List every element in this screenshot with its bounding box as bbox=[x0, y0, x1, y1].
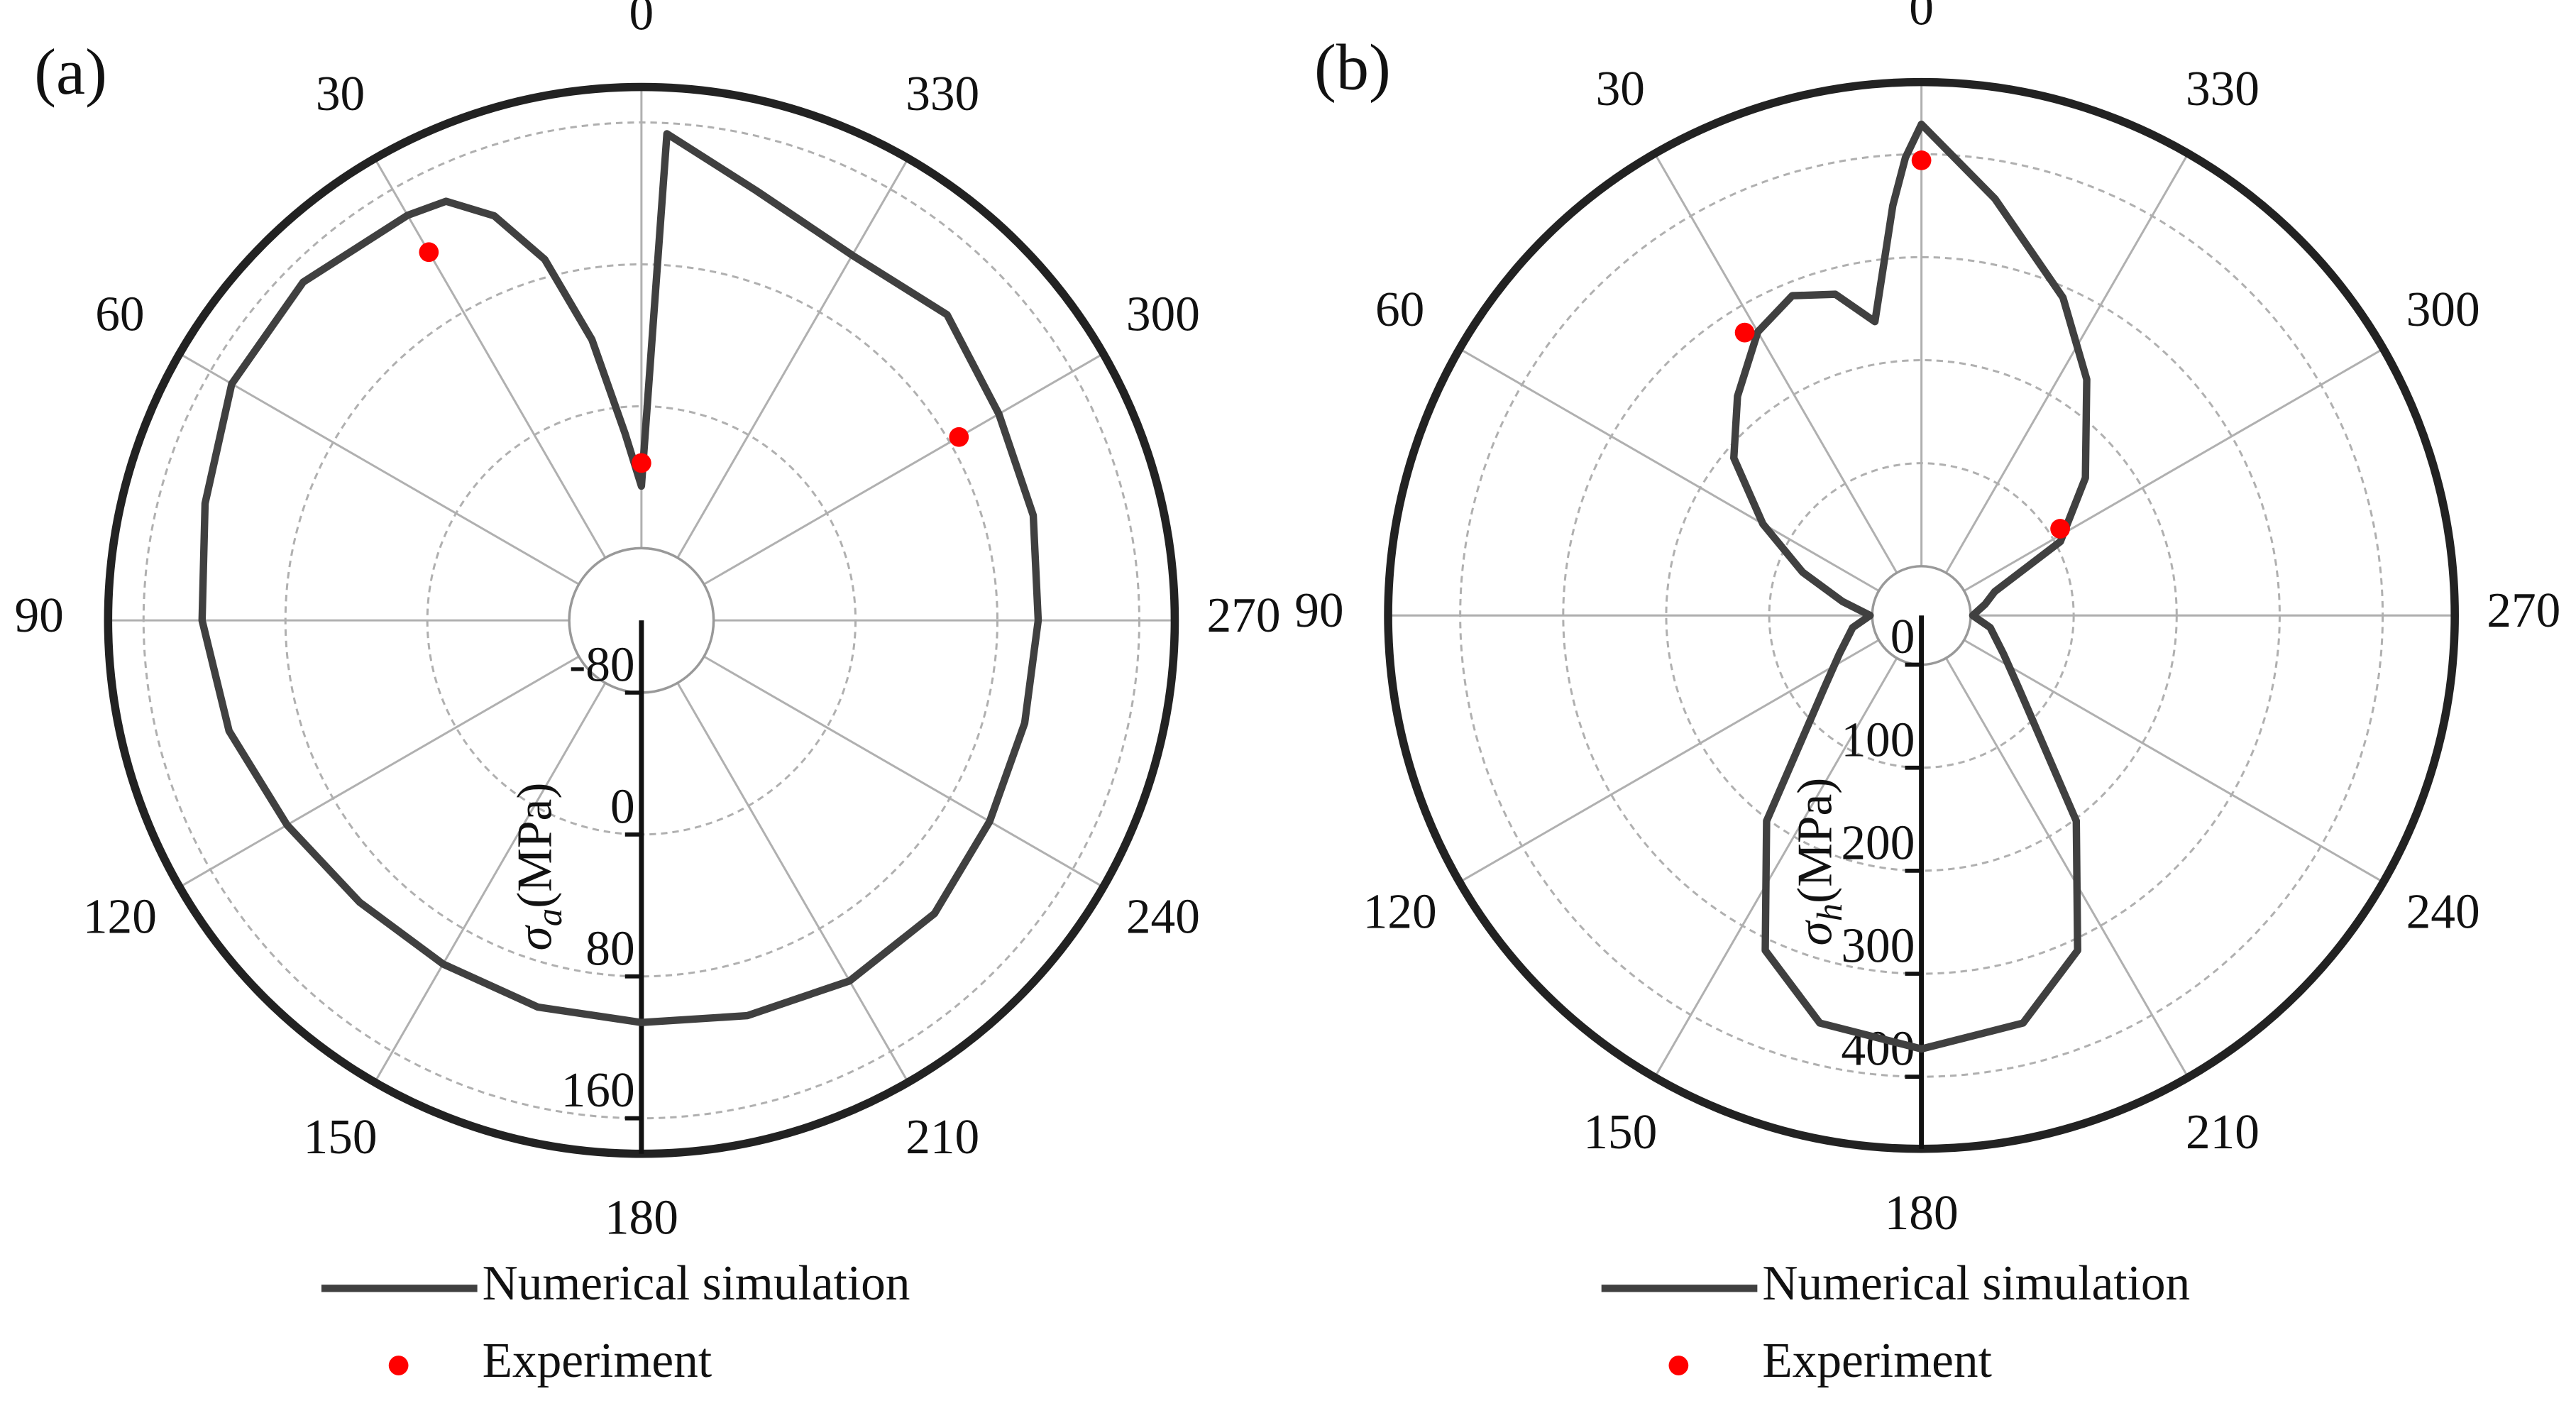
angle-tick-label: 330 bbox=[2186, 62, 2259, 116]
experiment-point bbox=[949, 427, 969, 447]
angle-tick-label: 270 bbox=[1207, 588, 1281, 643]
angle-tick-label: 210 bbox=[906, 1110, 979, 1165]
experiment-point bbox=[419, 242, 439, 263]
panel-label: (b) bbox=[1314, 31, 1391, 104]
angle-tick-label: 0 bbox=[629, 0, 654, 40]
angle-tick-label: 180 bbox=[605, 1191, 678, 1246]
angle-tick-label: 240 bbox=[2406, 884, 2480, 939]
angular-grid-line bbox=[703, 353, 1104, 586]
angle-tick-label: 90 bbox=[1294, 583, 1343, 638]
angular-grid-line bbox=[1653, 153, 1898, 573]
angular-grid-line bbox=[1459, 348, 1880, 592]
radial-tick-label: 200 bbox=[1841, 815, 1915, 870]
radial-axis-title: σa(MPa) bbox=[507, 783, 569, 951]
legend-label: Experiment bbox=[483, 1334, 712, 1388]
angular-grid-line bbox=[179, 353, 580, 586]
radial-unit: (MPa) bbox=[1788, 778, 1842, 903]
angle-tick-label: 30 bbox=[316, 67, 365, 121]
angle-tick-label: 210 bbox=[2186, 1105, 2259, 1160]
angle-tick-label: 300 bbox=[1126, 287, 1200, 342]
angular-grid-line bbox=[1963, 639, 2384, 884]
radial-subscript: h bbox=[1810, 903, 1849, 921]
angle-tick-label: 60 bbox=[1375, 282, 1424, 337]
angle-tick-label: 270 bbox=[2487, 583, 2560, 638]
radial-symbol: σ bbox=[507, 924, 562, 950]
angle-tick-label: 90 bbox=[15, 588, 64, 643]
angular-grid-line bbox=[373, 158, 607, 559]
angular-grid-line bbox=[676, 158, 909, 559]
angle-tick-label: 0 bbox=[1909, 0, 1934, 35]
angular-grid-line bbox=[703, 655, 1104, 889]
angular-grid-line bbox=[1945, 657, 2189, 1078]
radial-tick-label: 160 bbox=[561, 1063, 635, 1118]
angle-tick-label: 180 bbox=[1885, 1186, 1959, 1241]
angle-tick-label: 120 bbox=[1363, 884, 1437, 939]
angular-grid-line bbox=[1653, 657, 1898, 1078]
radial-grid-circle bbox=[284, 263, 999, 978]
radial-tick-label: 300 bbox=[1841, 919, 1915, 974]
radial-grid-circle bbox=[1768, 462, 2075, 769]
legend-label: Numerical simulation bbox=[1762, 1256, 2190, 1311]
radial-axis-title: σh(MPa) bbox=[1788, 778, 1849, 946]
radial-symbol: σ bbox=[1788, 920, 1842, 946]
legend-dot bbox=[1668, 1356, 1689, 1375]
angle-tick-label: 300 bbox=[2406, 282, 2480, 337]
radial-grid-circle bbox=[1562, 255, 2281, 975]
experiment-point bbox=[2050, 519, 2070, 539]
experiment-point bbox=[1911, 150, 1932, 170]
legend-dot bbox=[388, 1356, 409, 1375]
experiment-point bbox=[632, 453, 651, 473]
experiment-point bbox=[1734, 322, 1755, 343]
radial-tick-label: 0 bbox=[1890, 610, 1915, 664]
simulation-line bbox=[1730, 120, 2091, 1053]
radial-unit: (MPa) bbox=[507, 783, 562, 908]
angular-grid-line bbox=[179, 655, 580, 889]
radial-tick-label: 80 bbox=[585, 921, 634, 976]
radial-subscript: a bbox=[530, 908, 570, 926]
angle-tick-label: 30 bbox=[1596, 62, 1645, 116]
angle-tick-label: 150 bbox=[304, 1110, 378, 1165]
legend-label: Numerical simulation bbox=[483, 1256, 910, 1311]
angular-grid-line bbox=[676, 682, 909, 1083]
radial-tick-label: 100 bbox=[1841, 713, 1915, 767]
angle-tick-label: 120 bbox=[83, 889, 157, 944]
angle-tick-label: 330 bbox=[906, 67, 979, 121]
radial-tick-label: 0 bbox=[610, 779, 635, 834]
angular-grid-line bbox=[1945, 153, 2189, 573]
angle-tick-label: 60 bbox=[95, 287, 144, 342]
angle-tick-label: 150 bbox=[1583, 1105, 1657, 1160]
angular-grid-line bbox=[1963, 348, 2384, 592]
simulation-line bbox=[198, 130, 1042, 1026]
angular-grid-line bbox=[373, 682, 607, 1083]
angle-tick-label: 240 bbox=[1126, 889, 1200, 944]
radial-grid-circle bbox=[1665, 359, 2178, 872]
angular-grid-line bbox=[1459, 639, 1880, 884]
panel-label: (a) bbox=[34, 36, 107, 109]
legend-label: Experiment bbox=[1762, 1334, 1992, 1388]
radial-tick-label: -80 bbox=[569, 637, 634, 692]
